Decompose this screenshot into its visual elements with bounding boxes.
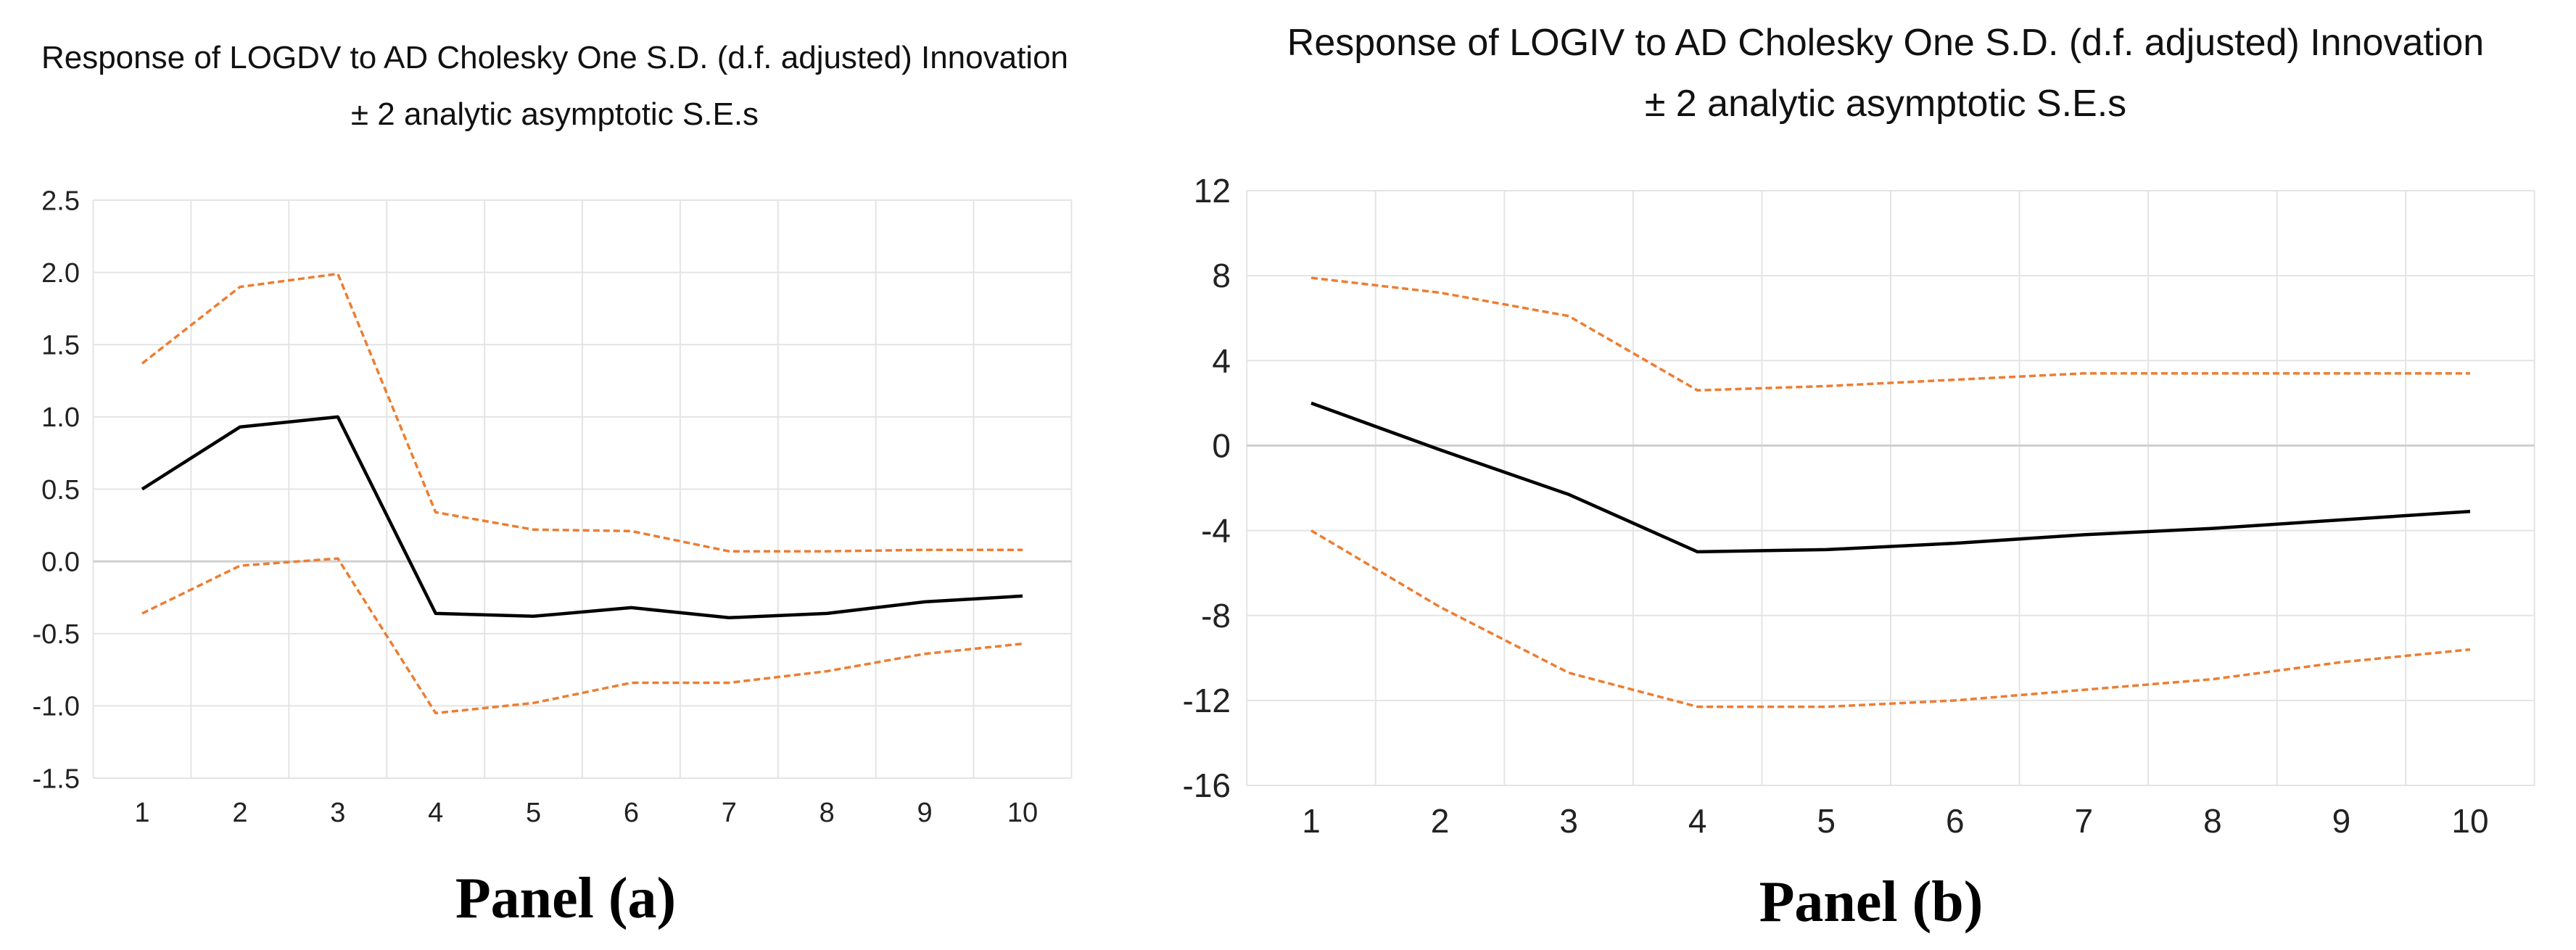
panel-b-chart: Response of LOGIV to AD Cholesky One S.D…	[1183, 22, 2535, 934]
panel-a-y-ticks: 2.5 2.0 1.5 1.0 0.5 0.0 -0.5 -1.0 -1.5	[33, 186, 80, 794]
panel-a-chart: Response of LOGDV to AD Cholesky One S.D…	[33, 40, 1073, 930]
panel-b-series-upper	[1310, 276, 2470, 392]
panel-a-x-tick-label: 2	[232, 798, 247, 828]
panel-b-grid	[1246, 190, 2535, 786]
panel-a-y-tick-label: -1.0	[33, 692, 80, 722]
panel-a-y-tick-label: 1.0	[41, 402, 80, 433]
panel-b-x-tick-label: 2	[1431, 802, 1450, 840]
panel-a-series-lower	[141, 557, 1023, 715]
panel-a-y-tick-label: -0.5	[33, 619, 80, 650]
panel-a-y-tick-label: 0.5	[41, 475, 80, 505]
panel-b-title: Response of LOGIV to AD Cholesky One S.D…	[1287, 22, 2484, 64]
panel-b-subtitle: ± 2 analytic asymptotic S.E.s	[1645, 83, 2126, 125]
panel-b-x-tick-label: 1	[1302, 802, 1321, 840]
panel-a-y-tick-label: 0.0	[41, 547, 80, 577]
panel-b-x-tick-label: 3	[1559, 802, 1578, 840]
panel-a-x-tick-label: 10	[1007, 798, 1038, 828]
panel-b-series	[1310, 276, 2471, 709]
panel-b-x-tick-label: 7	[2075, 802, 2094, 840]
panel-a-series	[141, 272, 1023, 715]
panel-b-y-tick-label: -16	[1183, 767, 1231, 804]
panel-b-y-tick-label: 12	[1194, 172, 1231, 210]
panel-b-series-lower	[1310, 529, 2471, 709]
panel-a-x-tick-label: 6	[624, 798, 639, 828]
panel-a-x-tick-label: 4	[428, 798, 443, 828]
panel-b-y-tick-label: 4	[1212, 342, 1231, 379]
panel-a-y-tick-label: -1.5	[33, 764, 80, 794]
panel-b-y-tick-label: -12	[1183, 682, 1231, 719]
panel-b-x-tick-label: 9	[2332, 802, 2351, 840]
panel-b-caption: Panel (b)	[1759, 870, 1983, 934]
panel-a-y-tick-label: 1.5	[41, 331, 80, 361]
panel-a-x-tick-label: 5	[526, 798, 541, 828]
panel-a-grid	[92, 199, 1073, 779]
panel-b-series-response	[1310, 401, 2471, 554]
panel-b-x-tick-label: 4	[1688, 802, 1707, 840]
panel-a-x-tick-label: 3	[330, 798, 345, 828]
panel-a-subtitle: ± 2 analytic asymptotic S.E.s	[351, 96, 759, 132]
panel-a-y-tick-label: 2.5	[41, 186, 80, 216]
panel-b-x-tick-label: 8	[2203, 802, 2222, 840]
panel-a-caption: Panel (a)	[455, 867, 676, 930]
panel-b-x-tick-label: 10	[2451, 802, 2488, 840]
panel-b-y-tick-label: 0	[1212, 427, 1231, 465]
panel-b-y-tick-label: -8	[1201, 597, 1231, 635]
panel-b-y-tick-label: 8	[1212, 257, 1231, 294]
panel-a-series-upper	[141, 272, 1023, 553]
panel-a-x-tick-label: 9	[917, 798, 933, 828]
panel-b-y-tick-label: -4	[1201, 512, 1231, 550]
panel-a-x-ticks: 1 2 3 4 5 6 7 8 9 10	[134, 798, 1038, 828]
panel-b-x-tick-label: 6	[1946, 802, 1965, 840]
panel-a-x-tick-label: 8	[820, 798, 835, 828]
panel-a-x-tick-label: 1	[134, 798, 149, 828]
panel-b-x-ticks: 1 2 3 4 5 6 7 8 9 10	[1302, 802, 2488, 840]
panel-a-y-tick-label: 2.0	[41, 258, 80, 289]
panel-b-x-tick-label: 5	[1817, 802, 1836, 840]
panel-a-title: Response of LOGDV to AD Cholesky One S.D…	[41, 40, 1068, 75]
panel-b-y-ticks: 12 8 4 0 -4 -8 -12 -16	[1183, 172, 1231, 804]
panel-a-series-response	[141, 415, 1023, 620]
panel-a-x-tick-label: 7	[722, 798, 737, 828]
